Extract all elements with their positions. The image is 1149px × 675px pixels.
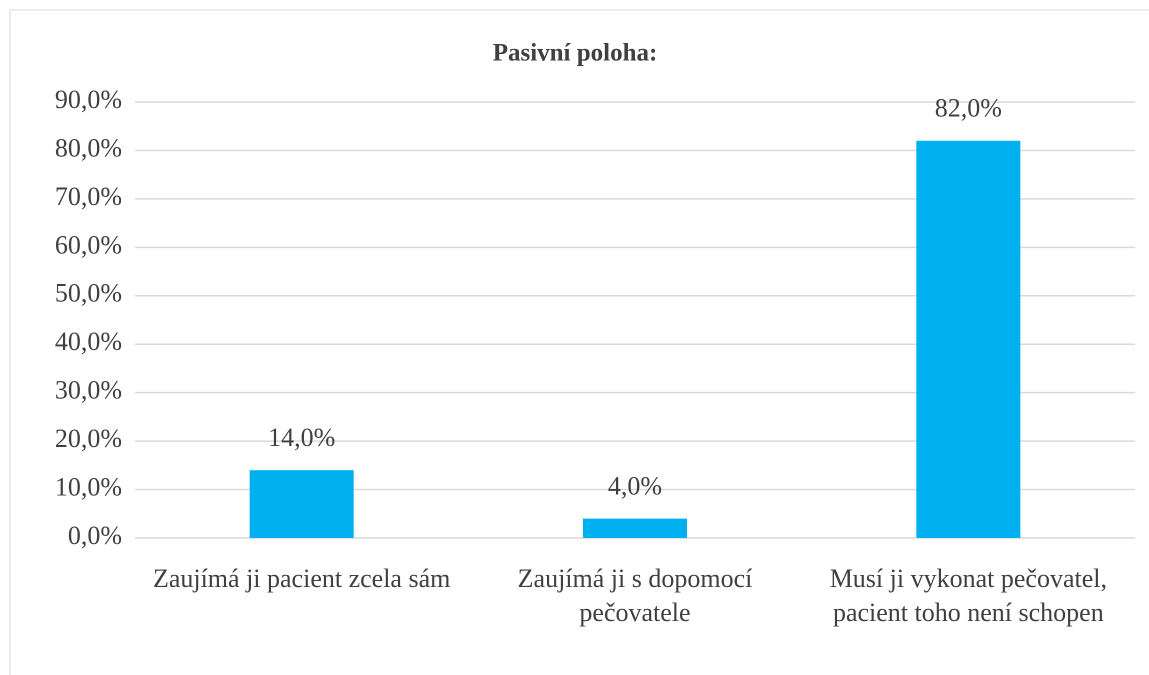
chart-title: Pasivní poloha: [493, 40, 658, 67]
y-tick-label: 40,0% [55, 327, 122, 356]
data-label: 14,0% [268, 423, 335, 452]
x-tick-label: Zaujímá ji s dopomocí pečovatele [517, 564, 753, 627]
y-tick-label: 80,0% [55, 133, 122, 162]
y-tick-label: 50,0% [55, 279, 122, 308]
y-tick-label: 10,0% [55, 473, 122, 502]
chart-border [9, 9, 1149, 675]
y-tick-label: 0,0% [68, 521, 122, 550]
bar [916, 140, 1021, 538]
bar [583, 518, 687, 538]
y-tick-label: 30,0% [55, 376, 122, 405]
bar [249, 470, 354, 538]
y-tick-label: 20,0% [55, 424, 122, 453]
y-tick-label: 70,0% [55, 182, 122, 211]
y-tick-label: 90,0% [55, 85, 122, 114]
data-label: 4,0% [608, 472, 662, 501]
x-tick-label: Musí ji vykonat pečovatel, pacient toho … [829, 564, 1107, 627]
y-tick-label: 60,0% [55, 230, 122, 259]
x-tick-label: Zaujímá ji pacient zcela sám [152, 564, 451, 593]
data-label: 82,0% [935, 94, 1002, 123]
